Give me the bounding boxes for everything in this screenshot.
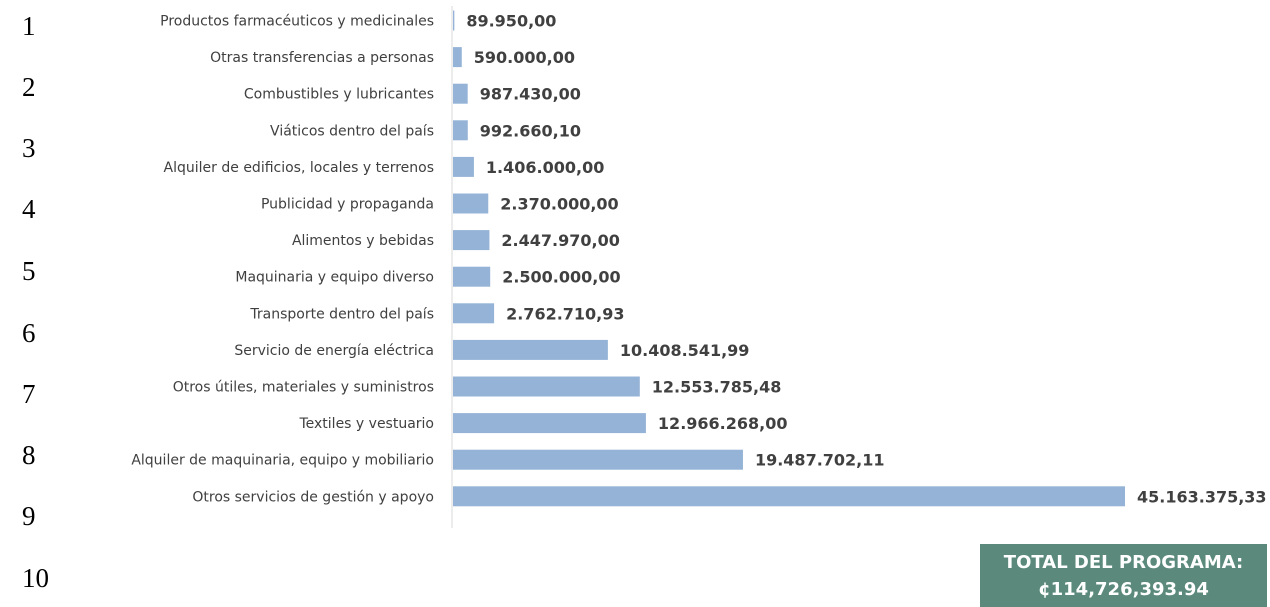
bar — [453, 339, 608, 360]
category-label: Otros útiles, materiales y suministros — [173, 380, 434, 396]
value-label: 12.966.268,00 — [658, 414, 788, 433]
line-number: 10 — [22, 563, 49, 593]
bar — [453, 120, 468, 141]
line-number: 3 — [22, 133, 36, 163]
category-label: Textiles y vestuario — [298, 416, 434, 432]
category-label: Transporte dentro del país — [249, 306, 434, 322]
line-number: 7 — [22, 379, 36, 409]
category-label: Combustibles y lubricantes — [244, 87, 434, 103]
category-label: Maquinaria y equipo diverso — [235, 270, 434, 286]
line-number: 9 — [22, 501, 36, 531]
line-number: 4 — [22, 194, 36, 224]
bar — [453, 449, 743, 470]
value-label: 2.447.970,00 — [501, 231, 619, 250]
category-label: Otros servicios de gestión y apoyo — [192, 489, 434, 505]
line-numbers: 1 2 3 4 5 6 7 8 9 10 — [0, 0, 60, 607]
category-label: Alimentos y bebidas — [292, 233, 434, 249]
bar — [453, 83, 468, 104]
value-label: 1.406.000,00 — [486, 158, 604, 177]
total-value: ¢114,726,393.94 — [1038, 579, 1209, 600]
bar — [453, 230, 490, 251]
value-label: 45.163.375,33 — [1137, 487, 1267, 506]
value-label: 2.762.710,93 — [506, 304, 624, 323]
category-label: Viáticos dentro del país — [270, 123, 434, 139]
bars-group: Productos farmacéuticos y medicinales 89.… — [131, 10, 1267, 507]
category-label: Publicidad y propaganda — [261, 197, 434, 213]
category-label: Alquiler de edificios, locales y terreno… — [164, 160, 434, 176]
total-badge: TOTAL DEL PROGRAMA: ¢114,726,393.94 — [980, 544, 1267, 607]
value-label: 12.553.785,48 — [652, 378, 782, 397]
bar — [453, 413, 646, 434]
value-label: 19.487.702,11 — [755, 451, 885, 470]
line-number: 1 — [22, 11, 36, 41]
line-number: 8 — [22, 440, 36, 470]
bar — [453, 486, 1125, 507]
line-number: 5 — [22, 256, 36, 286]
value-label: 10.408.541,99 — [620, 341, 750, 360]
bar — [453, 156, 474, 177]
category-label: Productos farmacéuticos y medicinales — [160, 14, 434, 30]
value-label: 2.500.000,00 — [502, 268, 620, 287]
bar — [453, 47, 462, 68]
bar — [453, 266, 491, 287]
line-number: 2 — [22, 72, 36, 102]
value-label: 89.950,00 — [466, 12, 556, 31]
value-label: 2.370.000,00 — [500, 195, 618, 214]
bar — [453, 376, 640, 397]
bar — [453, 303, 495, 324]
bar — [453, 10, 455, 31]
category-label: Otras transferencias a personas — [210, 50, 434, 66]
value-label: 987.430,00 — [480, 85, 581, 104]
bar-chart: Productos farmacéuticos y medicinales 89.… — [131, 6, 1267, 528]
value-label: 992.660,10 — [480, 121, 581, 140]
total-label: TOTAL DEL PROGRAMA: — [1003, 552, 1244, 573]
category-label: Servicio de energía eléctrica — [234, 343, 434, 359]
category-label: Alquiler de maquinaria, equipo y mobilia… — [131, 453, 434, 469]
value-label: 590.000,00 — [474, 48, 575, 67]
line-number: 6 — [22, 318, 36, 348]
bar — [453, 193, 489, 214]
